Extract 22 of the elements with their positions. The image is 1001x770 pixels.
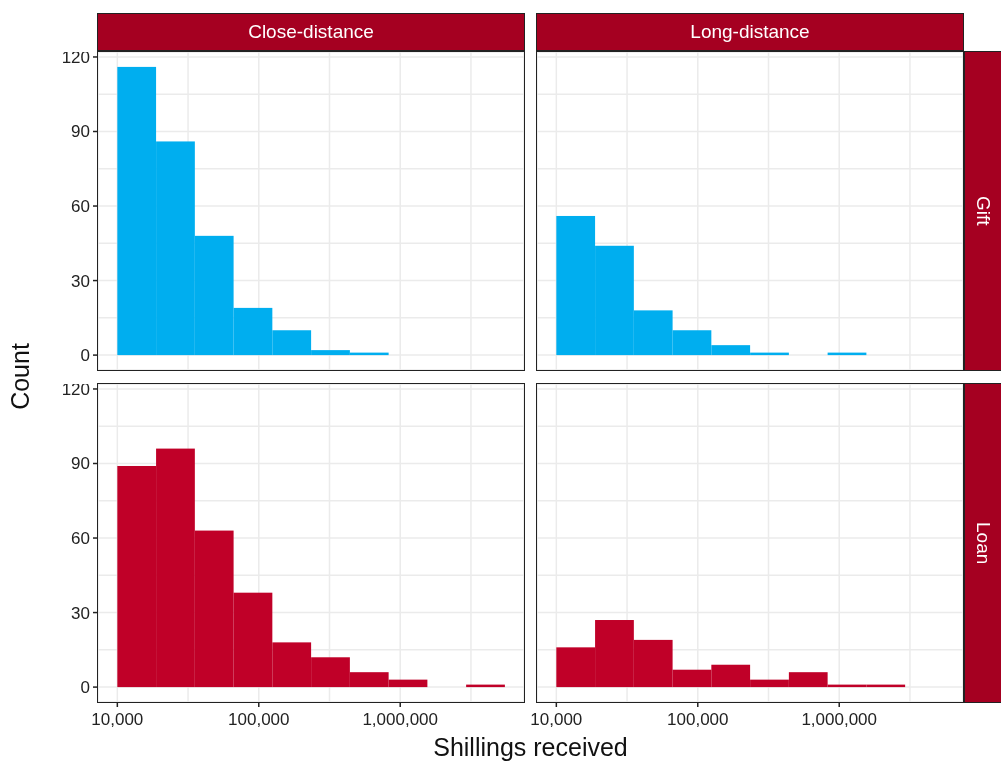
y-tick-label: 60: [71, 528, 90, 548]
y2-axis-title: Loan: [972, 521, 994, 565]
x-tick-label: 1,000,000: [362, 709, 439, 729]
y-tick-label: 0: [80, 346, 90, 366]
x-tick-label: 10,000: [530, 709, 583, 729]
y-tick-label: 120: [61, 47, 90, 67]
chart-title: Long-distance: [536, 13, 964, 51]
x-tick-label: 1,000,000: [801, 709, 878, 729]
x-tick-label: 100,000: [228, 709, 290, 729]
y-tick-label: 90: [71, 454, 90, 474]
x-tick-label: 10,000: [91, 709, 144, 729]
y-tick-label: 120: [61, 379, 90, 399]
y-tick-label: 0: [80, 678, 90, 698]
y-tick-label: 90: [71, 122, 90, 142]
y-axis-title: Count: [5, 342, 35, 412]
chart-title: Close-distance: [97, 13, 525, 51]
y-tick-label: 30: [71, 271, 90, 291]
y-tick-label: 30: [71, 603, 90, 623]
y2-axis-title: Gift: [972, 196, 994, 226]
y-tick-label: 60: [71, 196, 90, 216]
x-axis-title: Shillings received: [432, 733, 629, 762]
x-tick-label: 100,000: [667, 709, 729, 729]
